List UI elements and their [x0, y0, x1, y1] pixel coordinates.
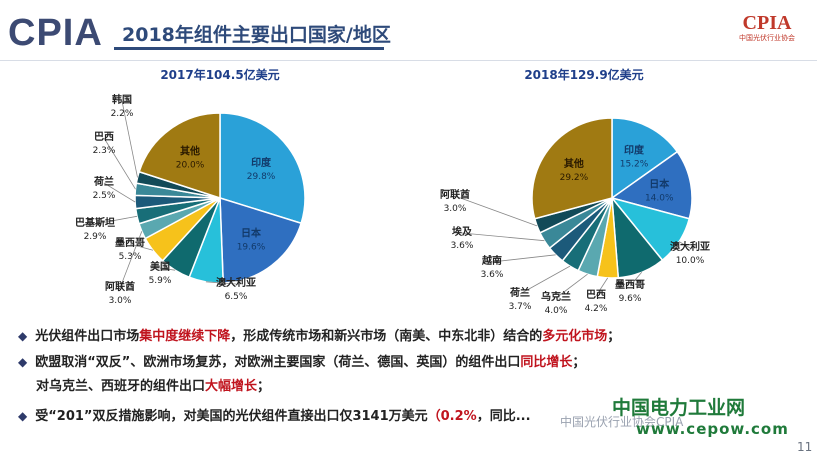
leader-line — [94, 215, 138, 225]
slice-value: 15.2% — [620, 159, 649, 169]
bullet-1: ◆ 光伏组件出口市场集中度继续下降，形成传统市场和新兴市场（南美、中东北非）结合的… — [18, 329, 621, 344]
slice-label: 澳大利亚 — [216, 276, 256, 289]
slice-value: 2.5% — [93, 191, 116, 201]
slice-value: 6.5% — [225, 292, 248, 302]
pie-slice — [610, 150, 693, 220]
logo-text: CPIA — [742, 12, 792, 34]
leader-line — [121, 100, 138, 178]
slice-label: 其他 — [180, 145, 200, 158]
slice-label: 阿联酋 — [105, 280, 135, 293]
slice-label: 印度 — [624, 143, 645, 156]
slice-label: 美国 — [150, 260, 170, 273]
leader-line — [454, 195, 538, 227]
slice-value: 5.9% — [149, 276, 172, 286]
slice-value: 3.6% — [451, 241, 474, 251]
cpia-logo: CPIA 中国光伏行业协会 — [727, 12, 807, 54]
watermark-cn: 中国电力工业网 — [612, 397, 746, 419]
slice-label: 荷兰 — [509, 286, 530, 299]
slice-value: 3.0% — [444, 204, 467, 214]
slice-label: 其他 — [564, 157, 584, 170]
slice-label: 埃及 — [452, 225, 473, 238]
slice-value: 20.0% — [176, 161, 205, 171]
slice-label: 乌克兰 — [541, 290, 571, 303]
slice-label: 墨西哥 — [615, 279, 645, 291]
slice-value: 3.6% — [481, 270, 504, 280]
slice-label: 韩国 — [112, 93, 132, 106]
slice-label: 阿联酋 — [440, 188, 470, 201]
slice-value: 3.0% — [109, 296, 132, 306]
leader-line — [678, 241, 691, 249]
slice-value: 29.8% — [247, 172, 276, 182]
pie-slice — [611, 117, 679, 200]
chart-title: 2018年129.9亿美元 — [524, 67, 643, 82]
slice-label: 巴西 — [94, 131, 114, 143]
watermark-source: 中国光伏行业协会CPIA — [560, 415, 684, 429]
slice-label: 日本 — [649, 178, 670, 191]
bullet-3: ◆ 受“201”双反措施影响，对美国的光伏组件直接出口仅3141万美元（0.2%，… — [18, 409, 531, 424]
pie-slice — [219, 196, 303, 284]
bullet-marker-icon: ◆ — [18, 329, 28, 343]
pie-slice — [138, 112, 221, 200]
slice-label: 澳大利亚 — [670, 240, 710, 253]
page-title: 2018年组件主要出口国家/地区 — [122, 24, 391, 46]
pie-slice — [531, 117, 613, 220]
leader-line — [461, 232, 545, 242]
slice-value: 3.7% — [509, 302, 532, 312]
slice-label: 印度 — [251, 156, 272, 169]
slice-value: 10.0% — [676, 256, 705, 266]
leader-line — [103, 137, 136, 190]
watermark-url: www.cepow.com — [636, 420, 789, 438]
chart-title: 2017年104.5亿美元 — [160, 67, 279, 82]
slice-label: 巴西 — [586, 289, 606, 301]
brand-logo: CPIA — [8, 12, 103, 54]
header-divider — [0, 60, 817, 61]
slice-value: 2.2% — [111, 109, 134, 119]
slice-value: 4.2% — [585, 304, 608, 314]
leader-line — [103, 182, 136, 203]
bullet-marker-icon: ◆ — [18, 355, 28, 369]
page-number: 11 — [797, 440, 813, 454]
logo-subtitle: 中国光伏行业协会 — [739, 34, 795, 42]
leader-line — [519, 265, 571, 295]
leader-line — [491, 254, 556, 263]
leader-line — [159, 267, 176, 271]
title-underline — [114, 47, 384, 50]
slice-label: 越南 — [481, 254, 502, 267]
slice-label: 荷兰 — [93, 175, 114, 188]
slice-label: 巴基斯坦 — [75, 216, 115, 229]
leader-line — [205, 281, 237, 285]
leader-line — [629, 272, 643, 287]
slice-value: 14.0% — [645, 194, 674, 204]
bullet-marker-icon: ◆ — [18, 409, 28, 423]
slice-value: 9.6% — [619, 294, 642, 304]
slice-value: 2.3% — [93, 146, 116, 156]
leader-line — [119, 231, 143, 289]
leader-line — [595, 277, 609, 297]
bullet-2-cont: 对乌克兰、西班牙的组件出口大幅增长； — [36, 379, 271, 394]
slice-value: 19.6% — [237, 242, 266, 252]
bullet-2: ◆ 欧盟取消“双反”、欧洲市场复苏，对欧洲主要国家（荷兰、德国、英国）的组件出口同… — [18, 355, 586, 370]
slice-value: 4.0% — [545, 306, 568, 316]
slice-label: 墨西哥 — [115, 237, 145, 249]
slice-value: 29.2% — [560, 173, 589, 183]
pie-slice — [219, 112, 306, 225]
leader-line — [555, 273, 588, 299]
slice-value: 5.3% — [119, 252, 142, 262]
slice-value: 2.9% — [84, 232, 107, 242]
slice-label: 日本 — [241, 226, 262, 239]
leader-line — [129, 243, 154, 251]
